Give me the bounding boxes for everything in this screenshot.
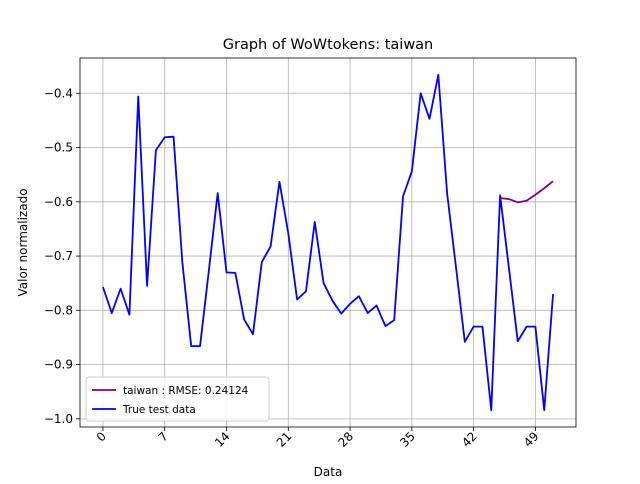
y-tick-label: −0.6	[44, 195, 73, 209]
series-line-true-test-data	[102, 73, 554, 412]
y-tick-label: −0.9	[44, 358, 73, 372]
legend-label-taiwan: taiwan : RMSE: 0.24124	[123, 385, 249, 397]
chart-title: Graph of WoWtokens: taiwan	[223, 37, 434, 53]
y-tick-label: −0.4	[44, 86, 73, 100]
y-tick-label: −1.0	[44, 412, 73, 426]
legend: taiwan : RMSE: 0.24124 True test data	[85, 376, 270, 422]
legend-box	[85, 376, 270, 422]
y-tick-label: −0.5	[44, 141, 73, 155]
y-tick-label: −0.7	[44, 249, 73, 263]
series-line-taiwan	[499, 180, 554, 204]
legend-label-true-test-data: True test data	[122, 404, 196, 416]
y-axis-label: Valor normalizado	[16, 188, 30, 296]
y-tick-label: −0.8	[44, 303, 73, 317]
series-lines	[102, 73, 554, 412]
axes: 0 7 14 21 28 35 42 49−1.0−0.9−0.8−0.7−0.6−0.5−0…	[44, 86, 542, 450]
x-axis-label: Data	[314, 465, 343, 479]
plot-frame	[79, 57, 577, 428]
